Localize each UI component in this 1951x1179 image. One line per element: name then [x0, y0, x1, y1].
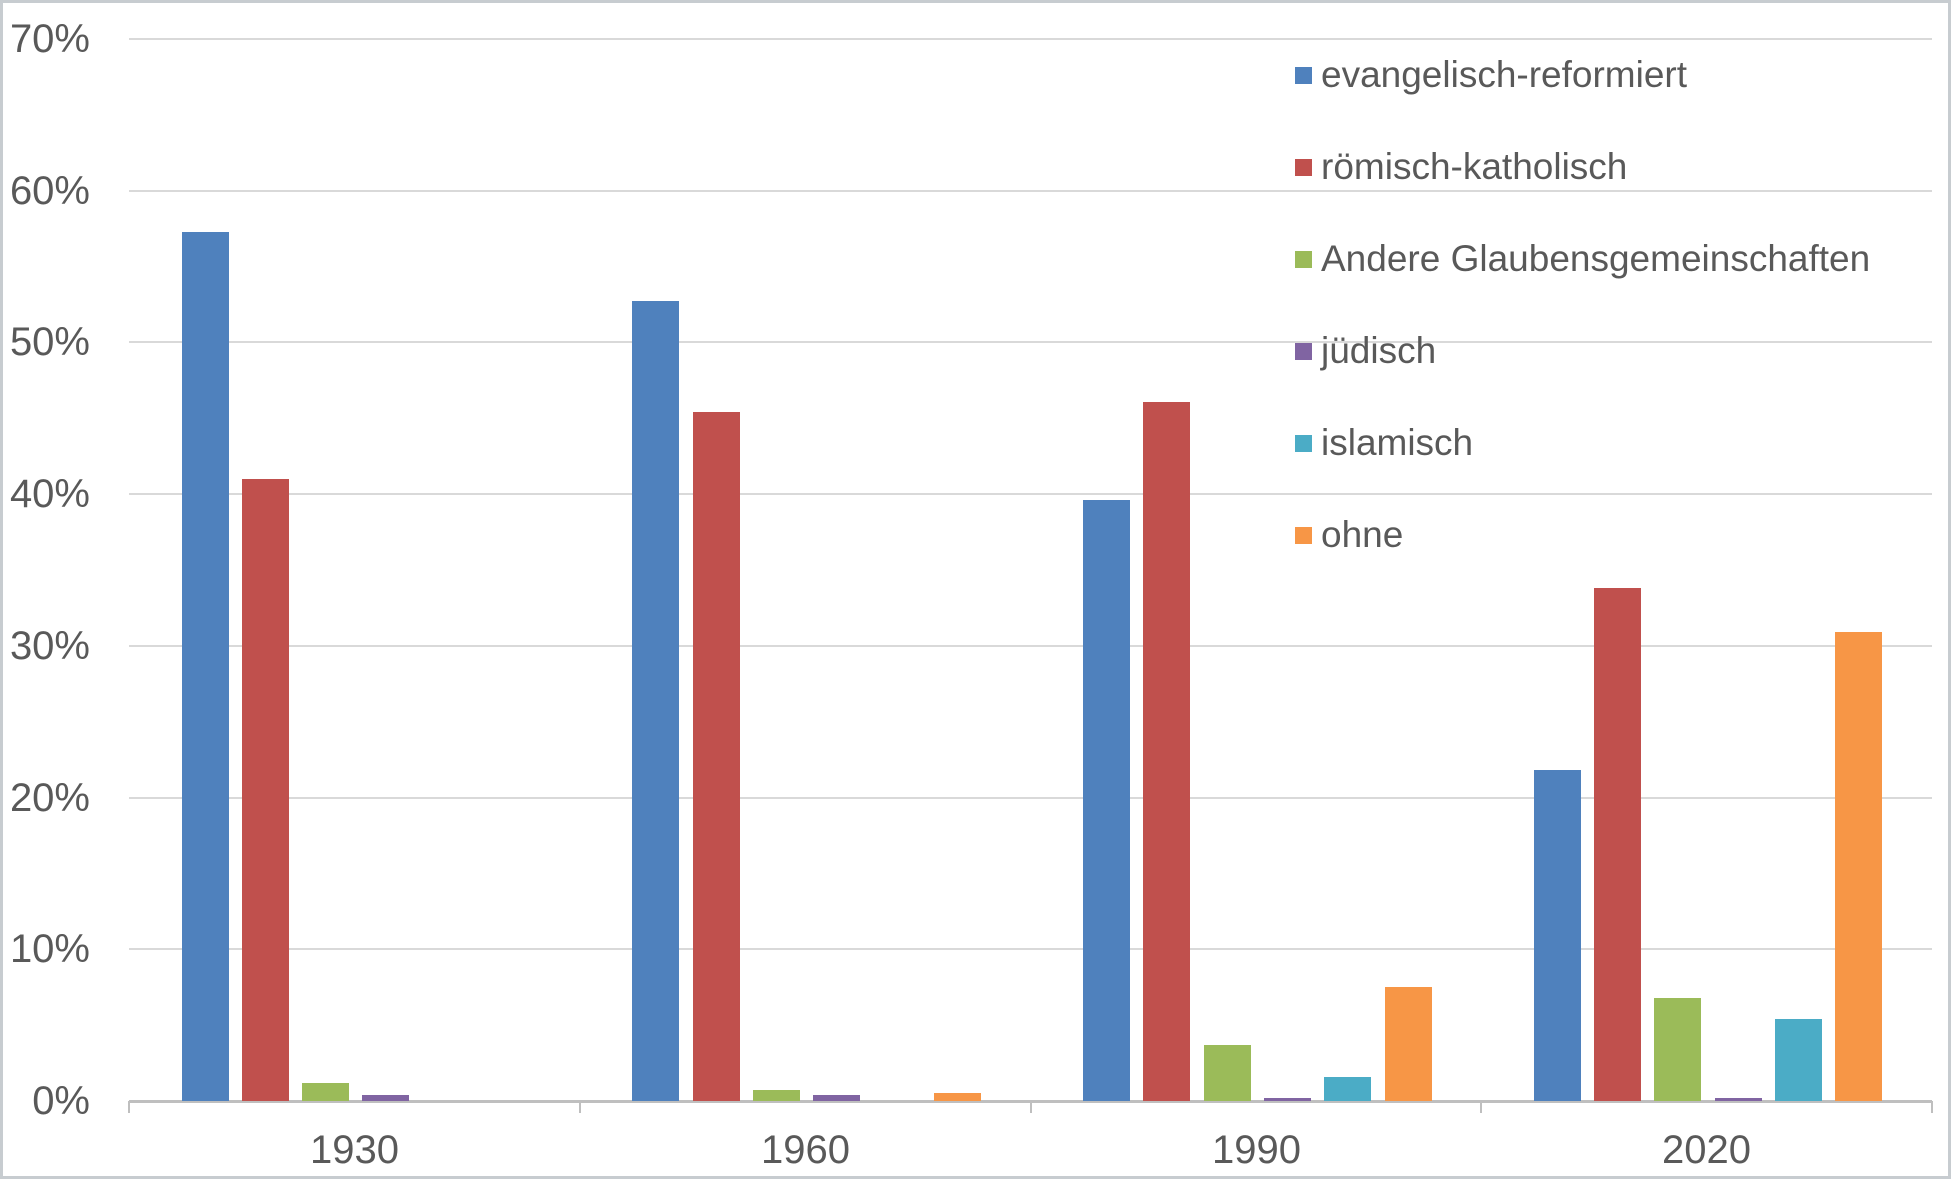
bar-Andere Glaubensgemeinschaften-1960 [753, 1090, 800, 1101]
legend-marker-icon [1295, 527, 1312, 544]
x-axis-label: 2020 [1662, 1128, 1751, 1172]
bar-evangelisch-reformiert-1960 [632, 301, 679, 1101]
gridline-40% [129, 493, 1932, 495]
y-axis-label: 70% [9, 17, 90, 61]
legend-label: evangelisch-reformiert [1321, 54, 1688, 95]
legend-marker-icon [1295, 343, 1312, 360]
bar-Andere Glaubensgemeinschaften-1930 [302, 1083, 349, 1101]
y-axis-label: 30% [9, 624, 90, 668]
bar-jüdisch-2020 [1715, 1098, 1762, 1101]
bar-ohne-1960 [934, 1093, 981, 1101]
legend-label: islamisch [1321, 422, 1474, 463]
legend-marker-icon [1295, 435, 1312, 452]
legend-marker-icon [1295, 159, 1312, 176]
bar-evangelisch-reformiert-1930 [182, 232, 229, 1101]
bar-jüdisch-1930 [362, 1095, 409, 1101]
x-axis-tick [1931, 1101, 1933, 1113]
gridline-70% [129, 38, 1932, 40]
gridline-10% [129, 948, 1932, 950]
y-axis-label: 60% [9, 169, 90, 213]
bar-Andere Glaubensgemeinschaften-1990 [1204, 1045, 1251, 1101]
legend-marker-icon [1295, 251, 1312, 268]
legend-label: Andere Glaubensgemeinschaften [1321, 238, 1871, 279]
bar-islamisch-1990 [1324, 1077, 1371, 1101]
gridline-20% [129, 797, 1932, 799]
bar-römisch-katholisch-1930 [242, 479, 289, 1101]
bar-evangelisch-reformiert-2020 [1534, 770, 1581, 1101]
x-axis-label: 1990 [1212, 1128, 1301, 1172]
bar-römisch-katholisch-2020 [1594, 588, 1641, 1101]
gridline-30% [129, 645, 1932, 647]
legend-label: römisch-katholisch [1321, 146, 1628, 187]
gridline-60% [129, 190, 1932, 192]
y-axis-label: 0% [32, 1079, 90, 1123]
bar-jüdisch-1960 [813, 1095, 860, 1101]
x-axis-label: 1960 [761, 1128, 850, 1172]
bar-ohne-2020 [1835, 632, 1882, 1101]
x-axis-tick [128, 1101, 130, 1113]
x-axis-label: 1930 [310, 1128, 399, 1172]
bar-jüdisch-1990 [1264, 1098, 1311, 1101]
bar-Andere Glaubensgemeinschaften-2020 [1654, 998, 1701, 1101]
y-axis-label: 20% [9, 776, 90, 820]
x-axis-tick [1480, 1101, 1482, 1113]
bar-islamisch-2020 [1775, 1019, 1822, 1101]
y-axis-label: 40% [9, 472, 90, 516]
y-axis-label: 10% [9, 927, 90, 971]
bar-evangelisch-reformiert-1990 [1083, 500, 1130, 1101]
legend-marker-icon [1295, 67, 1312, 84]
x-axis-tick [579, 1101, 581, 1113]
legend-label: ohne [1321, 514, 1404, 555]
gridline-50% [129, 341, 1932, 343]
x-axis-tick [1030, 1101, 1032, 1113]
bar-römisch-katholisch-1990 [1143, 402, 1190, 1101]
y-axis-label: 50% [9, 320, 90, 364]
legend-label: jüdisch [1321, 330, 1437, 371]
bar-römisch-katholisch-1960 [693, 412, 740, 1101]
bar-ohne-1990 [1385, 987, 1432, 1101]
